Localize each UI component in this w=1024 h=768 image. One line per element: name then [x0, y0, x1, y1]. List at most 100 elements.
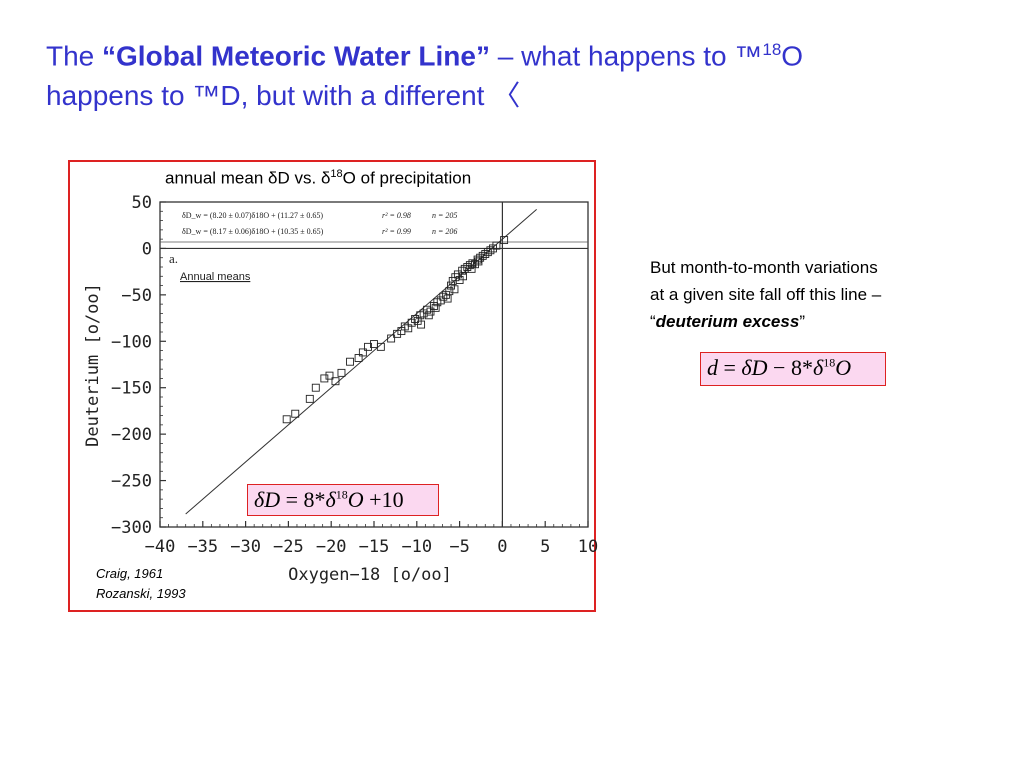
- data-point: [439, 292, 448, 301]
- title-superscript: 18: [762, 40, 782, 59]
- note-emphasis: deuterium excess: [655, 312, 800, 331]
- title-symbol-1: ™: [734, 40, 763, 72]
- ex-d: d: [707, 355, 718, 380]
- x-tick-label: −20: [316, 537, 347, 557]
- fit-equation: δD_w = (8.20 ± 0.07)δ18O + (11.27 ± 0.65…: [182, 211, 323, 220]
- citation-craig: Craig, 1961: [96, 566, 164, 581]
- data-point: [431, 303, 440, 312]
- eq-sup: 18: [335, 487, 348, 502]
- ex-mid: − 8*: [767, 355, 813, 380]
- fit-n: n = 205: [432, 211, 457, 220]
- note-line-2: at a given site fall off this line –: [650, 285, 882, 304]
- title-after-sup: O: [781, 40, 804, 72]
- data-point: [450, 285, 459, 294]
- figure-title-b: D vs.: [277, 168, 321, 188]
- data-point: [364, 342, 372, 351]
- fit-equation: δD_w = (8.17 ± 0.06)δ18O + (10.35 ± 0.65…: [182, 227, 324, 236]
- x-tick-label: −15: [359, 537, 390, 557]
- x-tick-label: −10: [401, 537, 432, 557]
- citation-rozanski: Rozanski, 1993: [96, 586, 186, 601]
- x-tick-label: 0: [497, 537, 507, 557]
- x-tick-label: −40: [145, 537, 176, 557]
- ex-delta: δ: [741, 355, 752, 380]
- x-tick-label: 5: [540, 537, 550, 557]
- title-quote-close: ”: [475, 40, 490, 72]
- ex-sup: 18: [823, 355, 836, 370]
- title-pre: The: [46, 40, 103, 72]
- fit-n: n = 206: [432, 227, 457, 236]
- figure-title: annual mean δD vs. δ18O of precipitation: [165, 168, 585, 189]
- eq-delta-2: δ: [325, 487, 336, 512]
- panel-label: a.: [169, 251, 178, 266]
- fit-r2: r² = 0.99: [382, 227, 411, 236]
- x-tick-label: 10: [578, 537, 598, 557]
- figure-title-delta-1: δ: [268, 168, 278, 188]
- data-point: [443, 294, 452, 303]
- title-line2-a: happens to: [46, 80, 193, 112]
- note-quote-open: “: [650, 312, 656, 331]
- data-point: [346, 357, 354, 366]
- eq-plus: +10: [363, 487, 404, 512]
- plot-area: [159, 201, 589, 528]
- fit-r2: r² = 0.98: [382, 211, 411, 220]
- data-point: [282, 415, 291, 424]
- x-tick-label: −25: [273, 537, 304, 557]
- x-tick-label: −35: [187, 537, 218, 557]
- y-tick-label: −200: [111, 425, 152, 445]
- figure-frame: [68, 160, 596, 612]
- data-point: [474, 257, 483, 266]
- figure-title-c: O of precipitation: [342, 168, 472, 188]
- data-point: [393, 329, 402, 338]
- y-axis-label: Deuterium [o/oo]: [83, 283, 103, 447]
- data-point: [311, 383, 320, 392]
- data-point: [500, 236, 509, 245]
- y-tick-label: −100: [111, 332, 152, 352]
- y-tick-label: −150: [111, 379, 152, 399]
- x-tick-label: −5: [449, 537, 469, 557]
- x-axis-label: Oxygen−18 [o/oo]: [288, 565, 452, 585]
- note-quote-close: ”: [799, 312, 805, 331]
- data-point: [337, 368, 346, 377]
- data-point: [492, 241, 501, 250]
- data-point: [424, 311, 433, 320]
- y-tick-label: −300: [111, 518, 152, 538]
- title-mid: – what happens to: [489, 40, 735, 72]
- figure-title-delta-2: δ: [320, 168, 331, 188]
- ex-o: O: [835, 355, 852, 380]
- data-point: [358, 348, 367, 357]
- y-tick-label: 50: [132, 193, 152, 213]
- ex-delta-2: δ: [812, 355, 824, 380]
- excess-equation: d = δD − 8*δ18O: [700, 352, 886, 386]
- panel-sublabel: Annual means: [180, 271, 251, 283]
- title-bold: Global Meteoric Water Line: [116, 40, 476, 72]
- data-point: [331, 377, 340, 386]
- slide-title: The “Global Meteoric Water Line” – what …: [46, 30, 1006, 116]
- ex-equals: =: [718, 355, 742, 380]
- data-point: [486, 246, 495, 255]
- data-point: [291, 409, 300, 418]
- title-line2-b: D, but with a different 〈: [220, 80, 521, 112]
- data-point: [387, 334, 396, 343]
- title-quote-open: “: [102, 40, 117, 72]
- data-point: [354, 354, 363, 362]
- data-point: [325, 371, 334, 380]
- y-tick-label: 0: [142, 239, 152, 259]
- gmwl-equation: δD = 8*δ18O +10: [247, 484, 439, 516]
- eq-equals: = 8*: [280, 487, 326, 512]
- y-tick-label: −50: [121, 286, 152, 306]
- figure-title-sup: 18: [330, 168, 343, 180]
- data-point: [467, 264, 476, 273]
- data-point: [305, 394, 314, 403]
- data-point: [320, 374, 329, 383]
- eq-o: O: [347, 487, 364, 512]
- ex-dd: D: [751, 355, 768, 380]
- y-tick-label: −250: [111, 472, 152, 492]
- note-line-1: But month-to-month variations: [650, 258, 878, 277]
- title-symbol-2: ™: [192, 80, 221, 112]
- data-point: [417, 320, 426, 329]
- data-point: [376, 342, 385, 351]
- deuterium-excess-note: But month-to-month variations at a given…: [650, 254, 980, 335]
- eq-delta: δ: [254, 487, 265, 512]
- data-point: [451, 273, 460, 282]
